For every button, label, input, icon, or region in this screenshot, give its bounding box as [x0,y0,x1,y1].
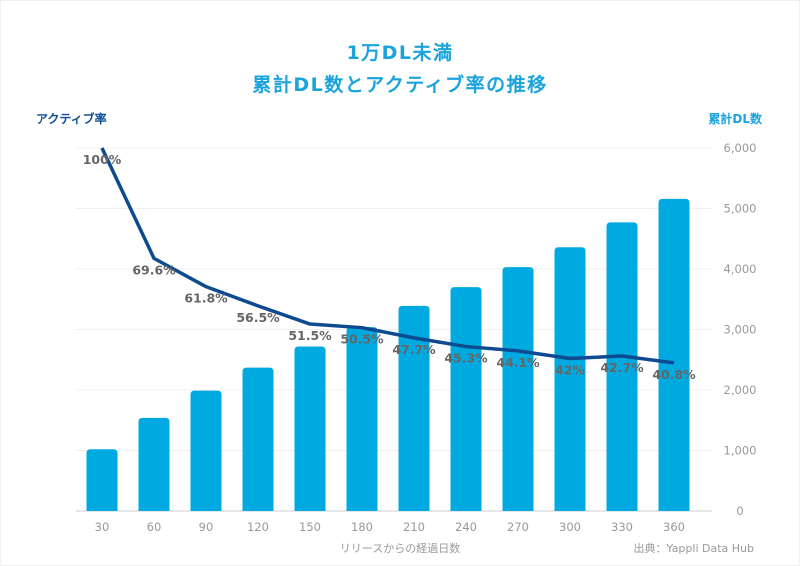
bar-series [86,198,690,512]
bar-90 [190,390,222,511]
x-tick-label: 360 [663,520,685,534]
right-axis-tick-label: 1,000 [724,444,757,458]
line-series [100,147,675,365]
x-tick-label: 270 [507,520,529,534]
x-axis-ticks: 30 60 90 120 150 180 210 240 270 300 330 360 [95,520,685,534]
data-label-270: 44.1% [496,355,540,370]
x-tick-label: 300 [559,520,581,534]
gridlines [76,147,712,512]
right-axis-ticks: 0 1,000 2,000 3,000 4,000 5,000 6,000 [724,141,757,518]
data-label-150: 51.5% [288,328,332,343]
source-credit: 出典：Yappli Data Hub [633,542,754,555]
x-tick-label: 30 [95,520,110,534]
bar-150 [294,346,326,511]
right-axis-tick-label: 4,000 [724,262,757,276]
bar-30 [86,449,118,511]
data-label-60: 69.6% [132,262,176,277]
data-label-300: 42% [555,363,585,378]
right-axis-tick-label: 3,000 [724,323,757,337]
x-tick-label: 180 [351,520,373,534]
bar-120 [242,367,274,511]
bar-270 [502,267,534,511]
data-label-30: 100% [83,152,122,167]
data-label-330: 42.7% [600,360,644,375]
x-axis-title: リリースからの経過日数 [339,542,461,555]
chart-title-line1: 1万DL未満 [346,42,454,64]
bar-60 [138,417,170,511]
right-axis-tick-label: 6,000 [724,141,757,155]
right-axis-tick-label: 2,000 [724,383,757,397]
x-tick-label: 120 [247,520,269,534]
bar-330 [606,222,638,512]
x-tick-label: 210 [403,520,425,534]
active-rate-line [100,147,675,365]
right-axis-tick-label: 5,000 [724,202,757,216]
x-tick-label: 330 [611,520,633,534]
right-axis-title: 累計DL数 [708,112,762,126]
x-tick-label: 150 [299,520,321,534]
bar-180 [346,327,378,511]
data-label-180: 50.5% [340,332,384,347]
right-axis-tick-label: 0 [736,504,743,518]
data-labels: 100% 69.6% 61.8% 56.5% 51.5% 50.5% 47.7% 45.3% 4… [83,152,696,382]
data-label-240: 45.3% [444,351,488,366]
data-label-90: 61.8% [184,291,228,306]
chart-title-line2: 累計DL数とアクティブ率の推移 [252,74,548,96]
x-tick-label: 60 [147,520,162,534]
data-label-210: 47.7% [392,342,436,357]
bar-300 [554,247,586,511]
left-axis-title: アクティブ率 [36,112,107,126]
bar-360 [658,198,690,511]
bar-210 [398,305,430,511]
x-tick-label: 240 [455,520,477,534]
data-label-120: 56.5% [236,310,280,325]
data-label-360: 40.8% [652,367,696,382]
x-tick-label: 90 [199,520,214,534]
bar-240 [450,287,482,511]
